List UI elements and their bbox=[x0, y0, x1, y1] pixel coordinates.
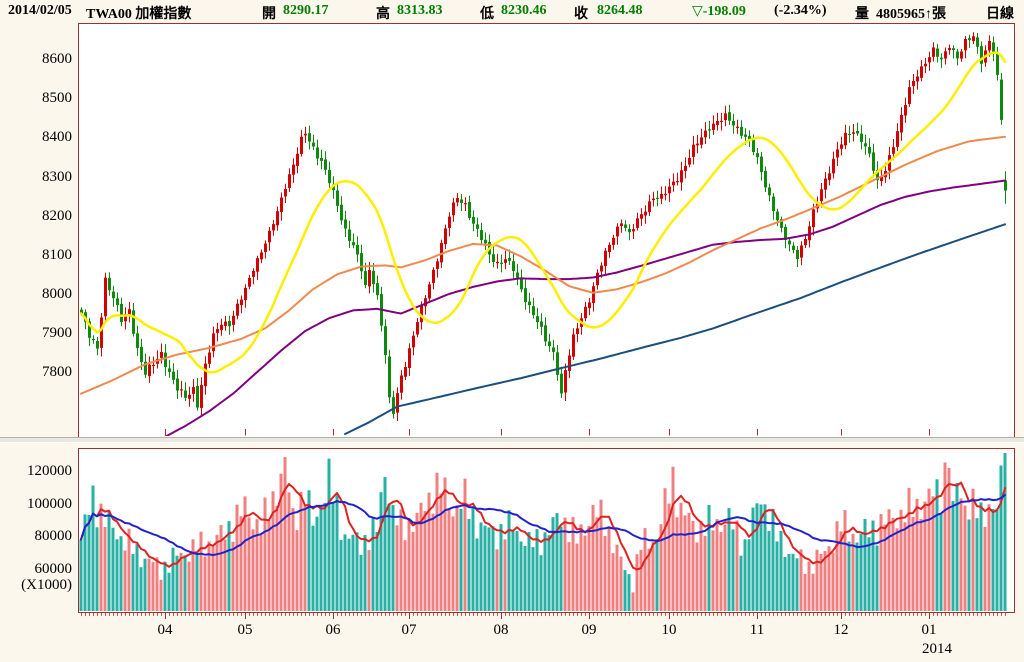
month-axis-label: 10 bbox=[661, 622, 677, 638]
ma20-line bbox=[79, 51, 1007, 374]
open-label: 開 bbox=[262, 7, 276, 22]
volume-ma-slow-line bbox=[80, 494, 1006, 557]
change-value: ▽-198.09 bbox=[692, 4, 746, 19]
month-axis-label: 01 bbox=[921, 622, 937, 638]
low-label: 低 bbox=[480, 7, 494, 22]
volume-axis-unit-label: (X1000) bbox=[21, 577, 72, 593]
price-axis-tick-label: 8100 bbox=[42, 247, 72, 263]
volume-bars-group bbox=[79, 453, 1007, 611]
volume-ma-fast-line bbox=[80, 481, 1006, 571]
high-label: 高 bbox=[376, 7, 390, 22]
high-value: 8313.83 bbox=[397, 3, 443, 18]
month-axis-label: 07 bbox=[401, 622, 417, 638]
quote-header: 2014/02/05 TWA00 加權指數 開 8290.17 高 8313.8… bbox=[0, 0, 1024, 22]
price-axis-tick-label: 8600 bbox=[42, 51, 72, 67]
year-axis-label: 2014 bbox=[922, 641, 952, 657]
price-axis-tick-label: 8300 bbox=[42, 169, 72, 185]
close-value: 8264.48 bbox=[597, 3, 643, 18]
ma120-line bbox=[164, 179, 1006, 436]
month-axis-label: 06 bbox=[325, 622, 341, 638]
ma60-line bbox=[80, 135, 1006, 395]
month-axis-label: 05 bbox=[237, 622, 253, 638]
month-axis-label: 04 bbox=[157, 622, 173, 638]
month-axis-label: 12 bbox=[833, 622, 849, 638]
open-value: 8290.17 bbox=[283, 3, 329, 18]
volume-axis-tick-label: 80000 bbox=[34, 528, 73, 544]
volume-axis-tick-label: 120000 bbox=[27, 463, 72, 479]
month-axis-label: 09 bbox=[581, 622, 597, 638]
trade-date: 2014/02/05 bbox=[8, 3, 72, 18]
low-value: 8230.46 bbox=[501, 3, 547, 18]
symbol-name: TWA00 加權指數 bbox=[86, 7, 192, 22]
period-label: 日線 bbox=[986, 7, 1014, 22]
volume-axis-tick-label: 100000 bbox=[27, 496, 72, 512]
close-label: 收 bbox=[574, 7, 588, 22]
month-axis-label: 08 bbox=[493, 622, 509, 638]
price-month-ticks bbox=[165, 429, 930, 436]
price-axis-tick-label: 7900 bbox=[42, 325, 72, 341]
price-axis-tick-label: 8200 bbox=[42, 208, 72, 224]
volume-bottom-ticks bbox=[81, 613, 1006, 619]
volume-label: 量 bbox=[855, 7, 869, 22]
volume-value: 4805965↑張 bbox=[876, 7, 946, 22]
price-axis-tick-label: 7800 bbox=[42, 364, 72, 380]
volume-axis-tick-label: 60000 bbox=[34, 561, 73, 577]
month-axis-label: 11 bbox=[749, 622, 765, 638]
price-axis-tick-label: 8500 bbox=[42, 90, 72, 106]
panel-separator bbox=[0, 437, 1024, 443]
price-axis-tick-label: 8000 bbox=[42, 286, 72, 302]
price-axis-tick-label: 8400 bbox=[42, 129, 72, 145]
ma240-line bbox=[344, 223, 1006, 435]
change-percent: (-2.34%) bbox=[774, 3, 827, 18]
candles-group bbox=[80, 32, 1007, 421]
